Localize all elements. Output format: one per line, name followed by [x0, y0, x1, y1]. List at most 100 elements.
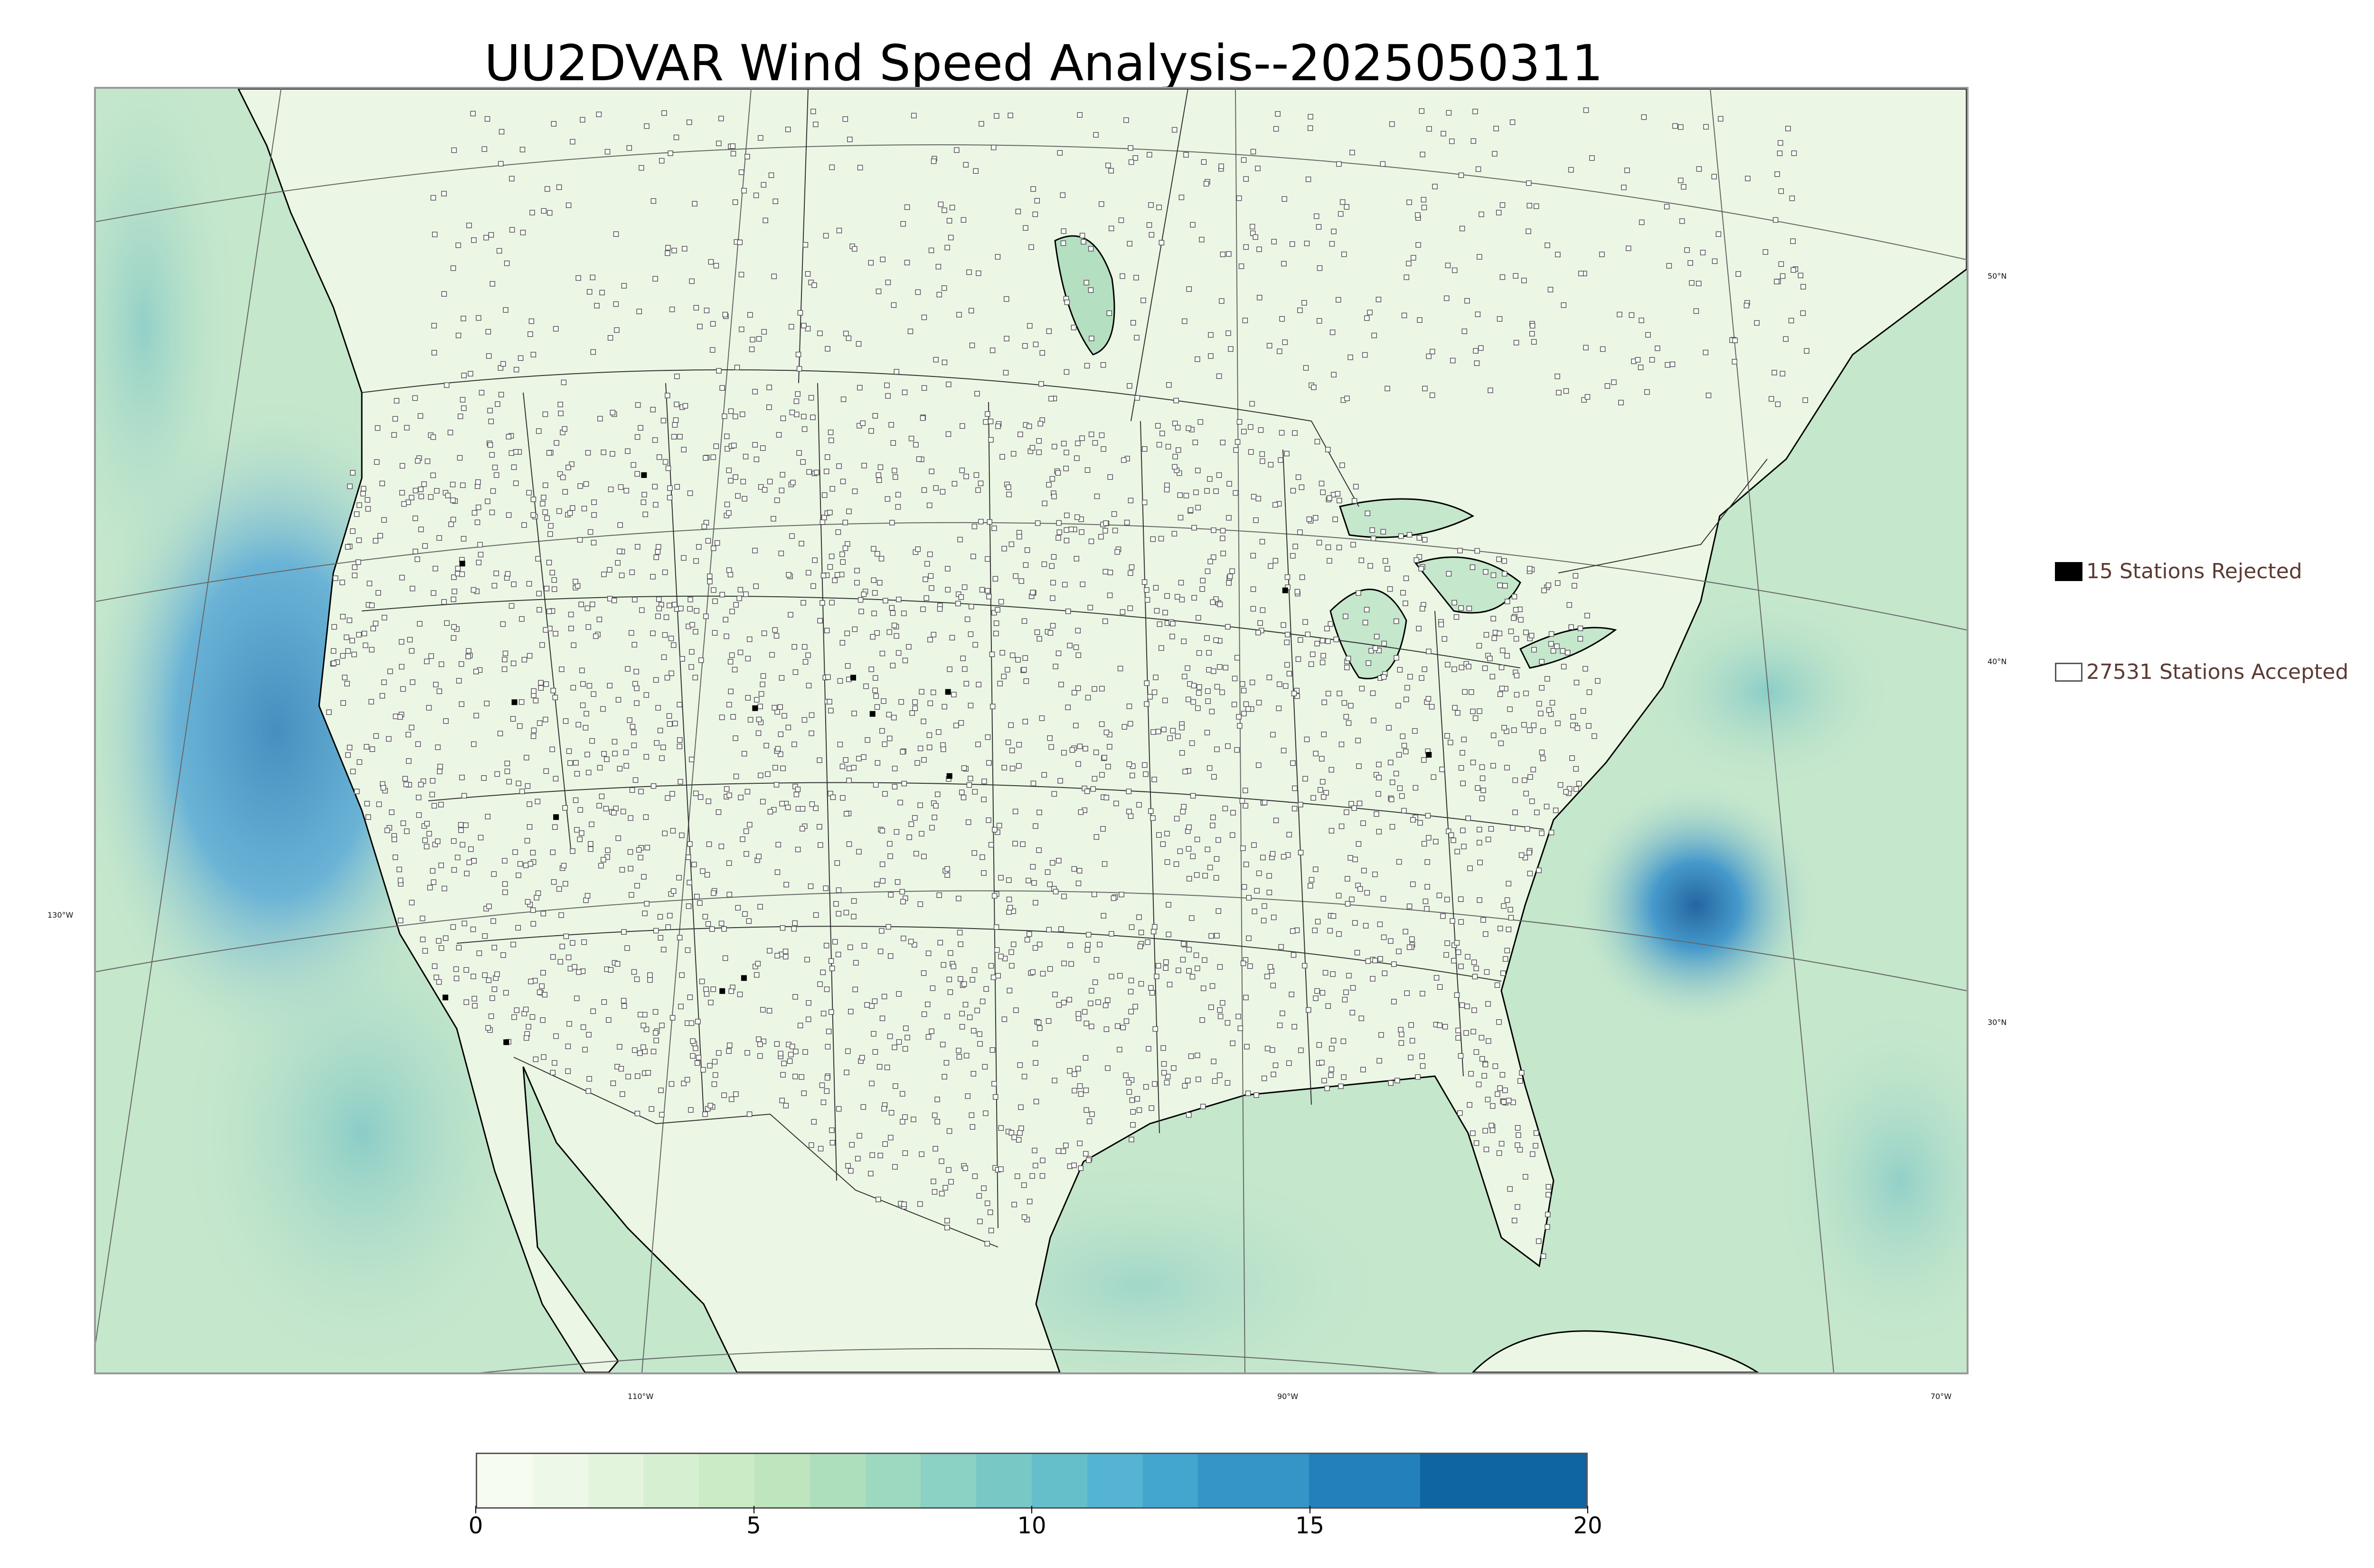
accepted-station-marker — [1142, 446, 1148, 452]
accepted-station-marker — [824, 986, 830, 992]
accepted-station-marker — [1360, 820, 1366, 826]
accepted-station-marker — [1422, 667, 1427, 672]
accepted-station-marker — [1573, 573, 1579, 579]
accepted-station-marker — [1473, 966, 1479, 971]
accepted-station-marker — [409, 724, 415, 731]
accepted-station-marker — [1340, 1038, 1347, 1044]
accepted-station-marker — [620, 808, 626, 815]
accepted-station-marker — [1172, 421, 1178, 426]
accepted-station-marker — [783, 954, 789, 959]
accepted-station-marker — [789, 533, 795, 539]
accepted-station-marker — [1151, 689, 1158, 695]
accepted-station-marker — [549, 746, 555, 752]
accepted-station-marker — [1586, 723, 1592, 729]
accepted-station-marker — [399, 463, 405, 469]
accepted-station-marker — [1592, 733, 1597, 739]
accepted-station-marker — [1036, 636, 1042, 642]
accepted-station-marker — [1305, 631, 1311, 638]
accepted-station-marker — [1458, 963, 1464, 969]
accepted-station-marker — [1042, 500, 1047, 507]
accepted-station-marker — [886, 629, 892, 635]
accepted-station-marker — [1466, 664, 1471, 669]
accepted-station-marker — [1687, 260, 1693, 266]
accepted-station-marker — [1545, 1224, 1550, 1230]
accepted-station-marker — [1009, 766, 1016, 771]
accepted-station-marker — [400, 686, 406, 692]
accepted-station-marker — [659, 755, 665, 761]
accepted-station-marker — [1408, 1054, 1413, 1061]
accepted-station-marker — [1266, 343, 1272, 348]
accepted-station-marker — [650, 1049, 657, 1054]
accepted-station-marker — [443, 382, 450, 388]
accepted-station-marker — [982, 1064, 988, 1070]
accepted-station-marker — [1618, 400, 1624, 405]
accepted-station-marker — [981, 779, 987, 784]
accepted-station-marker — [1604, 383, 1611, 389]
accepted-station-marker — [1006, 896, 1012, 902]
accepted-station-marker — [667, 602, 672, 609]
accepted-station-marker — [426, 831, 432, 836]
accepted-station-marker — [1381, 640, 1387, 647]
accepted-station-marker — [932, 815, 937, 820]
accepted-station-marker — [1371, 332, 1377, 338]
accepted-station-marker — [347, 617, 352, 623]
accepted-station-marker — [1280, 1010, 1285, 1016]
accepted-station-marker — [722, 955, 728, 961]
accepted-station-marker — [904, 204, 910, 210]
accepted-station-marker — [1711, 174, 1717, 179]
accepted-station-marker — [868, 428, 874, 434]
accepted-station-marker — [1281, 854, 1287, 860]
accepted-station-marker — [912, 815, 918, 821]
accepted-station-marker — [678, 606, 684, 611]
accepted-station-marker — [1144, 597, 1150, 603]
accepted-station-marker — [1186, 824, 1192, 830]
accepted-station-marker — [641, 499, 647, 505]
accepted-station-marker — [1075, 652, 1082, 658]
accepted-station-marker — [581, 506, 587, 512]
accepted-station-marker — [422, 543, 428, 549]
accepted-station-marker — [1451, 958, 1457, 964]
accepted-station-marker — [1504, 948, 1510, 954]
accepted-station-marker — [1470, 564, 1476, 570]
accepted-station-marker — [590, 1008, 596, 1014]
accepted-station-marker — [607, 335, 613, 341]
accepted-station-marker — [437, 769, 443, 774]
accepted-station-marker — [463, 822, 469, 828]
accepted-station-marker — [1243, 862, 1249, 867]
accepted-station-marker — [1128, 989, 1134, 995]
meridian-130w — [96, 89, 282, 1344]
accepted-station-marker — [959, 789, 965, 795]
accepted-station-marker — [1451, 666, 1457, 672]
accepted-station-marker — [1383, 558, 1388, 564]
accepted-station-marker — [721, 926, 727, 932]
accepted-station-marker — [688, 1020, 695, 1026]
accepted-station-marker — [1343, 613, 1348, 620]
cuba-landmass — [1471, 1330, 1759, 1372]
accepted-station-marker — [589, 738, 595, 744]
accepted-station-marker — [782, 948, 789, 954]
accepted-station-marker — [1301, 300, 1307, 306]
accepted-station-marker — [1298, 637, 1303, 643]
accepted-station-marker — [1324, 1085, 1330, 1091]
accepted-station-marker — [1174, 594, 1180, 600]
accepted-station-marker — [772, 627, 778, 633]
accepted-station-marker — [704, 872, 710, 878]
accepted-station-marker — [844, 1070, 849, 1075]
accepted-station-marker — [1201, 159, 1207, 165]
accepted-station-marker — [700, 1067, 706, 1073]
accepted-station-marker — [1046, 482, 1052, 488]
accepted-station-marker — [925, 1034, 932, 1040]
accepted-station-marker — [1528, 633, 1535, 638]
accepted-station-marker — [972, 789, 978, 795]
accepted-station-marker — [1130, 1109, 1136, 1115]
accepted-station-marker — [1222, 806, 1228, 811]
accepted-station-marker — [998, 1125, 1004, 1131]
accepted-station-marker — [1508, 629, 1514, 634]
accepted-station-marker — [1561, 302, 1567, 308]
accepted-station-marker — [1338, 1083, 1344, 1089]
accepted-station-marker — [900, 1119, 905, 1125]
accepted-station-marker — [700, 868, 706, 874]
accepted-station-marker — [1329, 1045, 1335, 1052]
accepted-station-marker — [707, 579, 713, 584]
accepted-station-marker — [540, 970, 546, 976]
